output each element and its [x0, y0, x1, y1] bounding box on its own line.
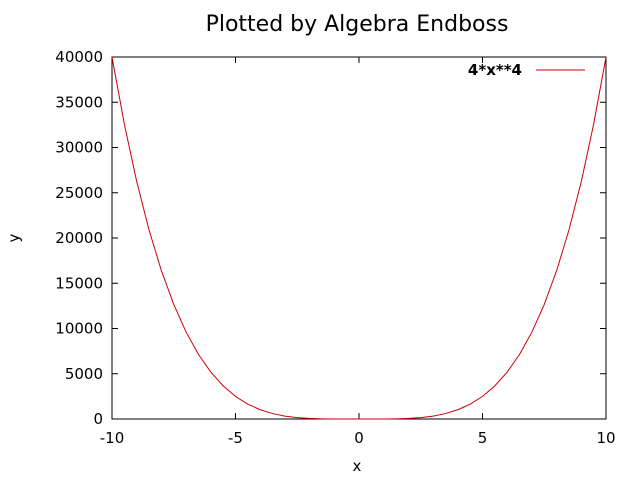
y-tick-label: 35000	[55, 93, 103, 111]
series-layer	[111, 56, 607, 420]
y-tick-label: 5000	[65, 365, 103, 383]
y-axis-label: y	[5, 233, 23, 242]
y-tick-label: 40000	[55, 48, 103, 66]
y-tick-label: 15000	[55, 274, 103, 292]
y-tick-label: 30000	[55, 139, 103, 157]
axis-ticks: -10 -5 0 5 10 0 5000 10000 15000 20000 25000 30000 3…	[55, 48, 615, 447]
x-tick-label: 0	[354, 429, 364, 447]
chart-title: Plotted by Algebra Endboss	[206, 12, 509, 37]
y-tick-label: 0	[93, 410, 103, 428]
x-axis-label: x	[353, 457, 362, 475]
x-tick-label: -10	[100, 429, 125, 447]
x-tick-label: 10	[596, 429, 615, 447]
x-tick-label: 5	[478, 429, 488, 447]
plot-frame	[111, 56, 607, 420]
y-tick-label: 10000	[55, 320, 103, 338]
x-tick-label: -5	[228, 429, 243, 447]
legend: 4*x**4	[468, 61, 585, 79]
series-line	[111, 56, 607, 420]
y-tick-label: 25000	[55, 184, 103, 202]
legend-label: 4*x**4	[468, 61, 522, 79]
y-tick-label: 20000	[55, 229, 103, 247]
